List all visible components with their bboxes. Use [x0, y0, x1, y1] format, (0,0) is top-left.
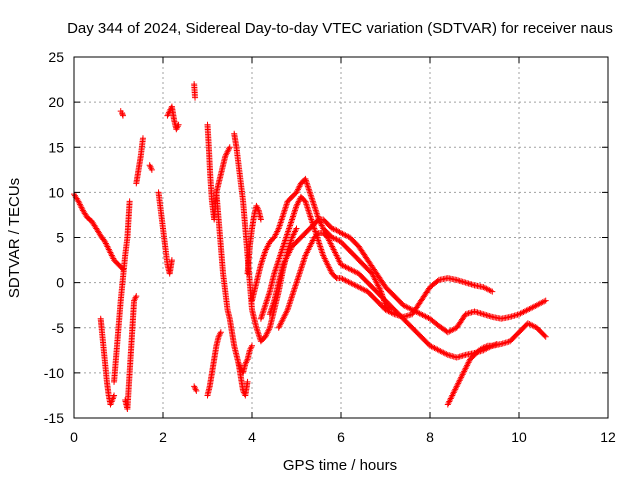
series-arc-16	[235, 360, 251, 399]
y-tick-label: -15	[44, 410, 64, 426]
data-point	[257, 216, 264, 223]
y-tick-label: 15	[48, 139, 64, 155]
series-arc-7	[146, 162, 155, 173]
data-point	[492, 341, 499, 348]
series-arc-10	[191, 81, 199, 101]
data-point	[217, 329, 224, 336]
y-tick-label: 20	[48, 94, 64, 110]
data-point	[493, 340, 500, 347]
data-point	[489, 288, 496, 295]
x-tick-label: 2	[159, 429, 167, 445]
data-point	[330, 235, 337, 242]
x-tick-label: 12	[600, 429, 616, 445]
series-arc-21	[275, 229, 549, 361]
data-point	[489, 342, 496, 349]
x-tick-label: 10	[511, 429, 527, 445]
grid-lines	[74, 57, 608, 418]
data-point	[330, 226, 337, 233]
x-tick-label: 0	[70, 429, 78, 445]
data-point	[541, 332, 548, 339]
data-point	[314, 217, 321, 224]
data-point	[147, 163, 154, 170]
series-arc-11	[191, 383, 200, 394]
series-arc-19	[257, 193, 496, 322]
x-tick-label: 6	[337, 429, 345, 445]
series-arc-6	[117, 108, 126, 119]
data-point	[226, 144, 233, 151]
series-arc-22	[444, 340, 500, 408]
data-point	[216, 332, 223, 339]
series-arc-20	[266, 216, 549, 336]
series-arc-9	[164, 103, 182, 133]
data-point	[148, 166, 155, 173]
series-arc-12	[204, 121, 233, 223]
data-point	[249, 342, 255, 349]
data-point	[192, 94, 199, 101]
series-arc-17	[244, 202, 264, 277]
data-point	[175, 121, 182, 128]
data-point	[434, 277, 441, 284]
y-tick-label: 5	[56, 230, 64, 246]
data-point	[193, 387, 200, 394]
y-tick-label: 25	[48, 49, 64, 65]
data-point	[119, 112, 126, 119]
data-point	[542, 297, 549, 304]
series-arc-8	[155, 189, 175, 277]
data-point	[483, 343, 490, 350]
series-arc-2	[97, 315, 118, 408]
data-point	[293, 225, 300, 232]
data-point	[332, 273, 339, 280]
x-tick-label: 4	[248, 429, 256, 445]
series-arc-4	[122, 293, 140, 412]
y-tick-label: 0	[56, 275, 64, 291]
data-point	[244, 378, 251, 385]
data-point	[126, 198, 133, 205]
series-arc-13	[204, 329, 224, 399]
series-arc-14	[213, 189, 255, 376]
data-point	[490, 342, 497, 349]
data-point	[329, 225, 336, 232]
data-points	[71, 81, 549, 412]
data-point	[111, 392, 118, 399]
x-tick-label: 8	[426, 429, 434, 445]
data-point	[148, 165, 155, 172]
data-point	[191, 384, 198, 391]
y-axis-label: SDTVAR / TECUs	[6, 178, 23, 298]
data-point	[192, 386, 199, 393]
data-point	[541, 298, 548, 305]
x-axis-label: GPS time / hours	[283, 457, 397, 474]
series-arc-1	[71, 191, 126, 273]
data-point	[542, 333, 549, 340]
y-tick-label: 10	[48, 184, 64, 200]
series-arc-18	[249, 175, 393, 313]
chart-title: Day 344 of 2024, Sidereal Day-to-day VTE…	[67, 20, 613, 37]
data-point	[132, 294, 139, 301]
series-arc-3	[111, 198, 133, 385]
y-tick-label: -5	[52, 320, 65, 336]
data-point	[480, 344, 487, 351]
data-point	[139, 135, 146, 142]
y-tick-label: -10	[44, 365, 64, 381]
data-point	[314, 231, 321, 238]
data-point	[131, 296, 138, 303]
data-point	[247, 345, 254, 352]
data-point	[168, 257, 175, 264]
data-point	[481, 344, 488, 351]
data-point	[443, 351, 450, 358]
axis-ticks: 0 2 4 6 8 10 12 -15 -10 -5 0 5 10 15 20 25	[44, 49, 616, 445]
data-point	[487, 287, 494, 294]
series-arc-5	[133, 135, 146, 187]
data-point	[133, 293, 140, 300]
